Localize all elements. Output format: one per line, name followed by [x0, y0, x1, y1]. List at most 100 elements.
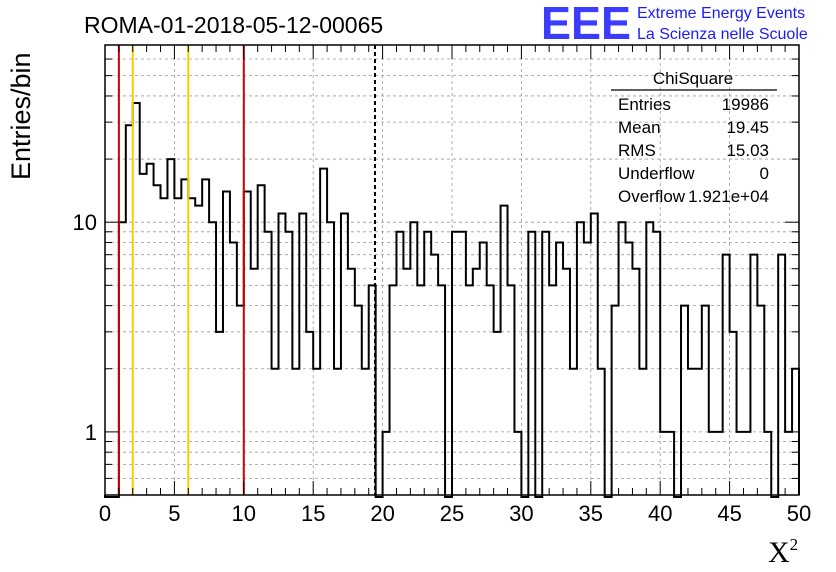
- histogram-bin: [306, 332, 313, 495]
- histogram-bin: [785, 432, 792, 495]
- histogram-bin: [327, 222, 334, 495]
- x-tick-label: 20: [370, 501, 394, 526]
- histogram-bin: [750, 255, 757, 495]
- x-axis-label: X2: [768, 535, 798, 569]
- histogram-bin: [126, 125, 133, 495]
- histogram-bin: [390, 285, 397, 495]
- eee-logo: EEE Extreme Energy Events La Scienza nel…: [541, 0, 808, 49]
- histogram-bin: [195, 206, 202, 495]
- histogram-bin: [334, 369, 341, 495]
- histogram-bin: [598, 369, 605, 495]
- histogram-bin: [438, 285, 445, 495]
- eee-logo-line1: Extreme Energy Events: [637, 5, 805, 22]
- histogram-bin: [487, 285, 494, 495]
- histogram-bin: [341, 214, 348, 495]
- histogram-bin: [244, 192, 251, 495]
- histogram-bin: [764, 432, 771, 495]
- x-tick-label: 40: [648, 501, 672, 526]
- histogram-series: [104, 102, 800, 498]
- histogram-bin: [348, 269, 355, 495]
- stats-row-label: Underflow: [618, 164, 695, 183]
- y-axis-label: Entries/bin: [6, 52, 36, 180]
- stats-row-value: 19986: [722, 95, 769, 114]
- histogram-bin: [667, 432, 674, 495]
- x-tick-label: 30: [509, 501, 533, 526]
- histogram-bin: [403, 269, 410, 495]
- histogram-bin: [452, 232, 459, 495]
- histogram-bin: [362, 369, 369, 495]
- histogram-bin: [251, 269, 258, 495]
- y-tick-label: 10: [73, 210, 97, 235]
- histogram-bin: [653, 232, 660, 495]
- histogram-bin: [584, 243, 591, 495]
- histogram-bin: [258, 185, 265, 495]
- histogram-bin: [563, 269, 570, 495]
- x-axis-ticks: 0 5 10 15 20 25 30 35 40 45 50: [99, 45, 811, 526]
- stats-box: ChiSquare Entries 19986 Mean 19.45 RMS 15.03 U…: [611, 69, 777, 206]
- histogram-bin: [119, 222, 126, 495]
- histogram-bin: [577, 222, 584, 495]
- histogram-bin: [570, 369, 577, 495]
- eee-logo-mark: EEE: [541, 0, 631, 49]
- stats-row-value: 19.45: [726, 118, 769, 137]
- stats-row-value: 1.921e+04: [688, 187, 769, 206]
- histogram-bin: [556, 243, 563, 495]
- histogram-bin: [230, 243, 237, 495]
- histogram-bin: [167, 159, 174, 495]
- stats-row-label: Entries: [618, 95, 671, 114]
- eee-logo-line2: La Scienza nelle Scuole: [637, 26, 808, 43]
- histogram-bin: [140, 174, 147, 495]
- histogram-bin: [299, 214, 306, 495]
- histogram-bin: [285, 232, 292, 495]
- histogram-bin: [188, 198, 195, 495]
- x-axis-label-superscript: 2: [790, 535, 799, 554]
- histogram-bin: [202, 179, 209, 495]
- x-axis-label-main: X: [768, 536, 790, 569]
- histogram-bin: [417, 285, 424, 495]
- histogram-bin: [626, 243, 633, 495]
- histogram-bin: [639, 369, 646, 495]
- histogram-bin: [688, 369, 695, 495]
- histogram-bin: [501, 206, 508, 495]
- stats-row-label: RMS: [618, 141, 656, 160]
- histogram-bin: [174, 198, 181, 495]
- histogram-bin: [549, 285, 556, 495]
- histogram-bin: [778, 255, 785, 495]
- histogram-bin: [695, 369, 702, 495]
- histogram-bin: [702, 306, 709, 495]
- histogram-bin: [723, 255, 730, 495]
- histogram-bin: [272, 369, 279, 495]
- histogram-bin: [716, 432, 723, 495]
- histogram-bin: [528, 232, 535, 495]
- x-tick-label: 0: [99, 501, 111, 526]
- histogram-bin: [514, 432, 521, 495]
- histogram-bin: [424, 232, 431, 495]
- histogram-bin: [612, 306, 619, 495]
- histogram-bin: [147, 164, 154, 495]
- x-tick-label: 5: [168, 501, 180, 526]
- histogram-bin: [709, 432, 716, 495]
- x-tick-label: 35: [579, 501, 603, 526]
- histogram-bin: [396, 232, 403, 495]
- stats-row-value: 0: [760, 164, 769, 183]
- histogram-bin: [480, 243, 487, 495]
- stats-row-label: Overflow: [618, 187, 686, 206]
- stats-rows: Entries 19986 Mean 19.45 RMS 15.03 Underflow 0 O…: [618, 95, 769, 206]
- histogram-bin: [292, 369, 299, 495]
- x-tick-label: 15: [301, 501, 325, 526]
- histogram-bin: [161, 198, 168, 495]
- histogram-bin: [320, 169, 327, 495]
- histogram-bin: [473, 269, 480, 495]
- histogram-bin: [133, 103, 140, 495]
- histogram-bin: [743, 432, 750, 495]
- histogram-bin: [494, 332, 501, 495]
- y-tick-label: 1: [85, 420, 97, 445]
- x-tick-label: 50: [787, 501, 811, 526]
- histogram-bin: [209, 222, 216, 495]
- histogram-bin: [591, 214, 598, 495]
- histogram-outline: [104, 102, 800, 498]
- histogram-bin: [355, 306, 362, 495]
- histogram-bin: [313, 369, 320, 495]
- histogram-bin: [508, 285, 515, 495]
